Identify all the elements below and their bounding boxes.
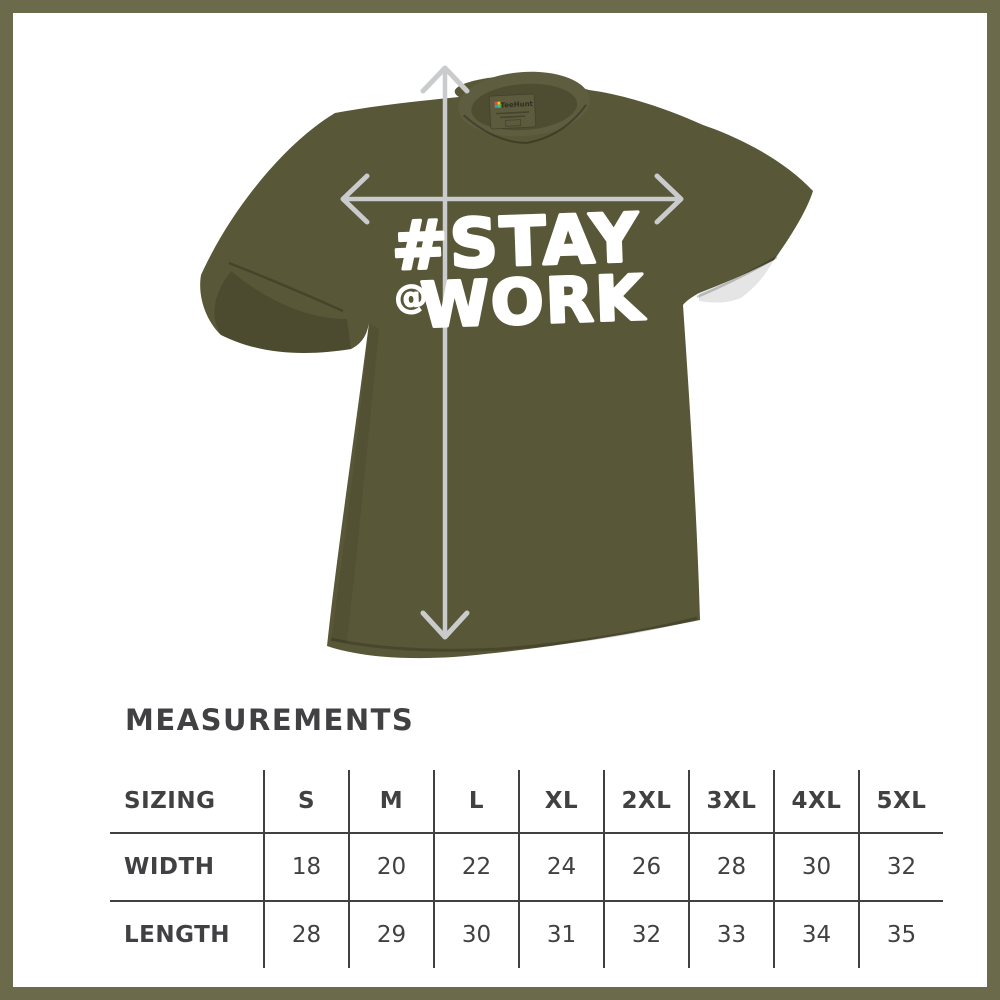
row-label-length: LENGTH xyxy=(110,900,263,968)
right-sleeve-shadow xyxy=(699,260,774,303)
row-label-width: WIDTH xyxy=(110,832,263,900)
size-value-width-2xl: 26 xyxy=(603,832,688,900)
size-value-width-m: 20 xyxy=(348,832,433,900)
size-value-length-xl: 31 xyxy=(518,900,603,968)
size-value-length-2xl: 32 xyxy=(603,900,688,968)
size-value-length-3xl: 33 xyxy=(688,900,773,968)
size-header-xl: XL xyxy=(518,770,603,832)
body-fold xyxy=(331,323,379,643)
size-value-width-5xl: 32 xyxy=(858,832,943,900)
size-value-width-3xl: 28 xyxy=(688,832,773,900)
sizing-column-label: SIZING xyxy=(124,788,216,814)
left-sleeve-shadow xyxy=(214,271,351,354)
tshirt-body xyxy=(200,76,814,659)
label-size-box xyxy=(505,119,522,127)
size-value-length-s: 28 xyxy=(263,900,348,968)
size-value-width-l: 22 xyxy=(433,832,518,900)
brand-logo-icon xyxy=(494,101,501,108)
size-value-width-s: 18 xyxy=(263,832,348,900)
size-header-5xl: 5XL xyxy=(858,770,943,832)
length-arrow xyxy=(420,65,470,640)
size-header-s: S xyxy=(263,770,348,832)
tshirt-graphic: TeeHunt #STAY @ WORK xyxy=(200,65,814,659)
width-arrow xyxy=(340,173,684,225)
left-cuff-seam xyxy=(228,261,344,313)
label-fineprint-bar xyxy=(496,111,530,115)
size-value-length-l: 30 xyxy=(433,900,518,968)
design-text-line2: WORK xyxy=(419,261,646,342)
size-header-3xl: 3XL xyxy=(688,770,773,832)
size-value-width-xl: 24 xyxy=(518,832,603,900)
right-cuff-seam xyxy=(696,255,778,299)
collar-seam xyxy=(462,104,588,144)
design-text-line1: #STAY xyxy=(390,199,641,286)
neck-brand-label: TeeHunt xyxy=(488,93,537,130)
size-header-4xl: 4XL xyxy=(773,770,858,832)
size-value-length-5xl: 35 xyxy=(858,900,943,968)
size-value-width-4xl: 30 xyxy=(773,832,858,900)
measurements-heading: MEASUREMENTS xyxy=(125,703,415,737)
label-fineprint-bar2 xyxy=(500,115,526,119)
size-table: SIZING S M L XL 2XL 3XL 4XL 5XL WIDTH 18 20 22 24 26 28… xyxy=(110,770,943,968)
design-at-symbol: @ xyxy=(394,276,430,316)
size-header-l: L xyxy=(433,770,518,832)
size-header-2xl: 2XL xyxy=(603,770,688,832)
hem-seam xyxy=(330,616,698,652)
size-header-m: M xyxy=(348,770,433,832)
brand-label-text: TeeHunt xyxy=(500,100,534,110)
size-value-length-4xl: 34 xyxy=(773,900,858,968)
size-value-length-m: 29 xyxy=(348,900,433,968)
